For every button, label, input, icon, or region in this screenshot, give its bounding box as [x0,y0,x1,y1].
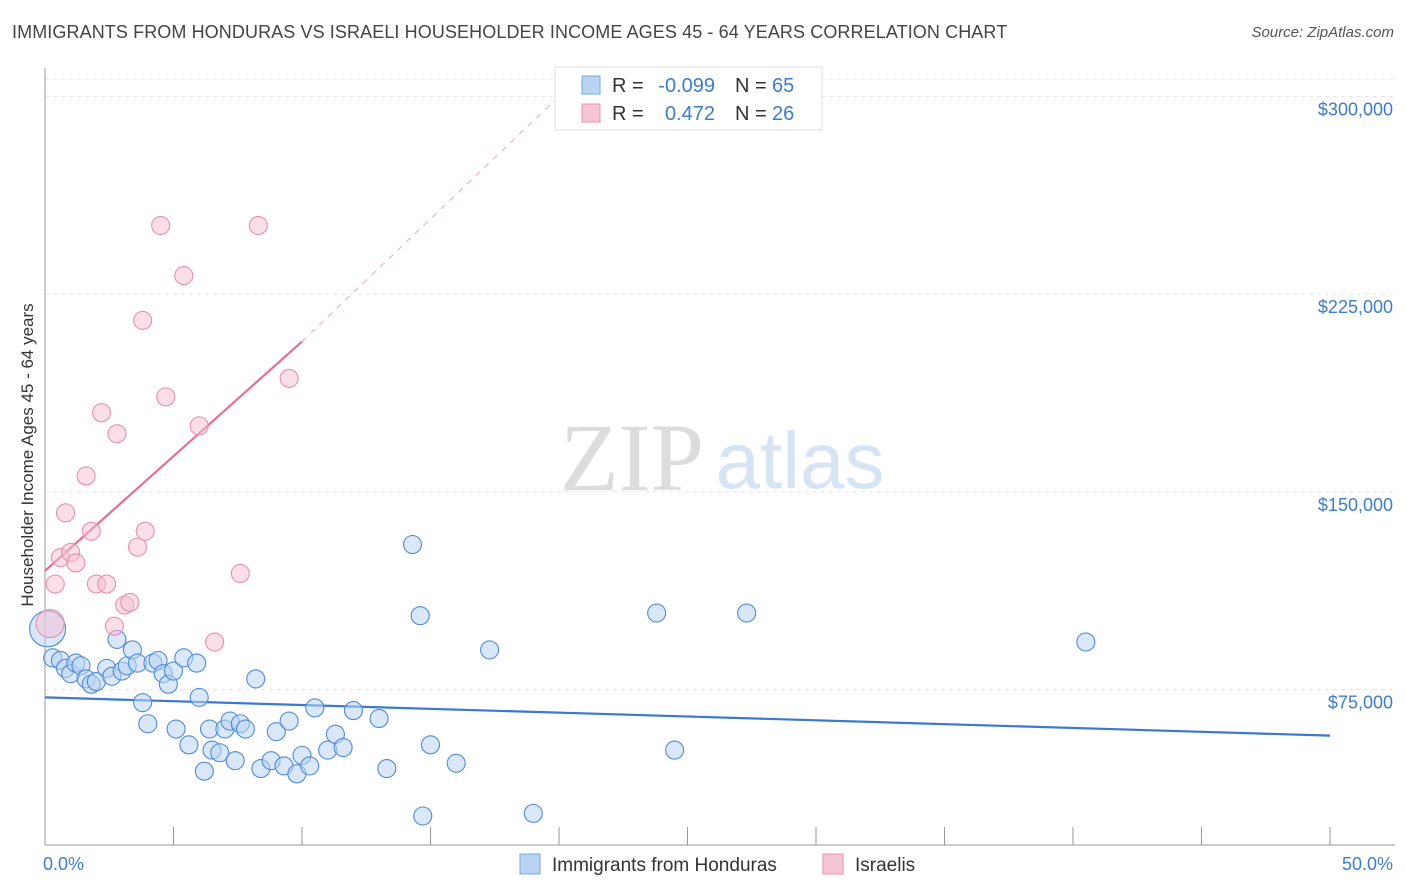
chart-title: IMMIGRANTS FROM HONDURAS VS ISRAELI HOUS… [12,22,1008,42]
point-israelis [133,310,153,330]
bottom-legend-swatch-honduras [519,853,541,875]
y-tick-labels: $75,000 $150,000 $225,000 $300,000 [1318,99,1393,712]
legend-r-label-1: R = [612,75,644,97]
point-honduras [665,740,685,760]
axes [44,68,1395,846]
point-honduras [446,753,466,773]
watermark: ZIP atlas [560,404,884,511]
point-honduras [402,534,423,555]
legend-swatch-israelis [581,103,601,123]
point-honduras [523,803,543,823]
point-honduras [235,719,256,739]
bottom-legend-swatch-israelis [822,853,844,875]
point-honduras [194,761,214,781]
point-honduras [377,759,397,779]
watermark-atlas: atlas [716,416,885,505]
point-israelis [205,632,225,652]
legend-n-value-1: 65 [772,75,794,97]
point-honduras [179,735,199,755]
point-israelis [279,368,299,388]
point-honduras [138,714,158,734]
bottom-legend-honduras: Immigrants from Honduras [552,855,777,876]
legend: R = -0.099 N = 65 R = 0.472 N = 26 [554,66,823,131]
y-tick-label: $75,000 [1328,692,1393,712]
data-points [29,215,1096,826]
point-israelis [189,416,209,436]
point-israelis [66,553,86,573]
point-israelis [156,387,176,407]
point-israelis [97,574,117,594]
trend-line-israelis-extension [301,95,560,342]
legend-r-value-2: 0.472 [665,103,715,125]
point-israelis [120,592,140,613]
point-honduras [266,722,286,742]
point-honduras [279,711,299,731]
gridlines [45,78,1395,690]
point-honduras [166,719,186,739]
y-tick-label: $225,000 [1318,297,1393,317]
point-honduras [480,640,500,660]
trend-line-honduras [44,696,1331,737]
legend-r-value-1: -0.099 [658,75,715,97]
point-honduras [305,698,325,718]
point-honduras [300,756,320,776]
x-tick-labels: 0.0% 50.0% [43,854,1393,874]
point-honduras [1076,632,1096,652]
legend-n-label-1: N = [735,75,767,97]
point-israelis [151,215,171,236]
bottom-legend: Immigrants from Honduras Israelis [519,853,915,876]
y-tick-label: $300,000 [1318,99,1393,119]
point-honduras [369,708,389,729]
point-honduras [410,606,430,626]
point-israelis [104,616,124,636]
point-honduras [210,743,230,763]
legend-r-label-2: R = [612,103,644,125]
point-honduras [420,735,441,755]
legend-n-label-2: N = [735,103,767,125]
x-tick-label-max: 50.0% [1342,854,1393,874]
legend-n-value-2: 26 [772,103,794,125]
point-israelis [107,424,127,444]
point-honduras [737,603,757,623]
watermark-zip: ZIP [560,404,704,511]
x-tick-label-min: 0.0% [43,854,84,874]
point-israelis [127,537,148,557]
point-honduras [343,701,363,721]
point-israelis [56,503,76,523]
point-israelis [135,521,155,541]
source-label: Source: ZipAtlas.com [1251,24,1394,41]
y-tick-label: $150,000 [1318,495,1393,515]
bottom-legend-israelis: Israelis [855,855,915,876]
point-israelis [81,521,101,541]
point-israelis [174,266,194,286]
point-israelis [35,609,65,639]
point-honduras [413,806,433,826]
y-axis-label: Householder Income Ages 45 - 64 years [18,303,37,606]
legend-swatch-honduras [581,75,601,95]
point-israelis [45,574,65,594]
point-israelis [248,215,268,236]
point-israelis [91,403,112,423]
point-israelis [76,466,96,486]
point-honduras [189,687,209,707]
point-honduras [246,669,266,689]
point-honduras [333,737,353,758]
point-honduras [225,751,245,771]
point-honduras [163,661,184,681]
point-honduras [187,653,207,673]
point-israelis [230,563,250,584]
point-honduras [647,603,667,623]
point-honduras [133,693,153,713]
